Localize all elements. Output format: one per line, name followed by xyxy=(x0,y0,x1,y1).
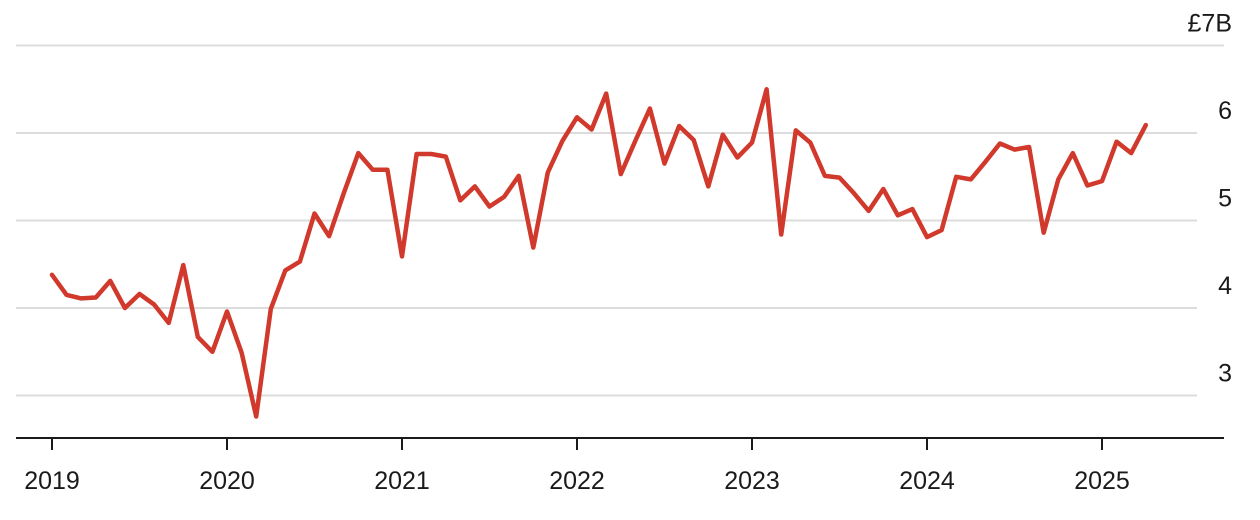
y-tick-labels: £7B 6 5 4 3 xyxy=(1188,10,1233,388)
x-tick-label: 2021 xyxy=(374,467,430,495)
x-tick-label: 2022 xyxy=(549,467,605,495)
y-tick-label: £7B xyxy=(1188,10,1232,38)
y-tick-label: 4 xyxy=(1218,272,1232,300)
x-tick-label: 2024 xyxy=(899,467,955,495)
x-tick-label: 2019 xyxy=(24,467,80,495)
grid-lines xyxy=(16,44,1224,397)
x-tick-labels: 2019 2020 2021 2022 2023 2024 2025 xyxy=(24,467,1130,495)
y-tick-label: 6 xyxy=(1218,97,1232,125)
x-tick-label: 2025 xyxy=(1074,467,1130,495)
x-axis xyxy=(16,437,1224,450)
x-tick-label: 2023 xyxy=(724,467,780,495)
series-line xyxy=(49,87,1149,419)
y-tick-label: 3 xyxy=(1218,360,1232,388)
x-tick-label: 2020 xyxy=(199,467,255,495)
series-layer xyxy=(49,87,1149,419)
y-tick-label: 5 xyxy=(1218,185,1232,213)
